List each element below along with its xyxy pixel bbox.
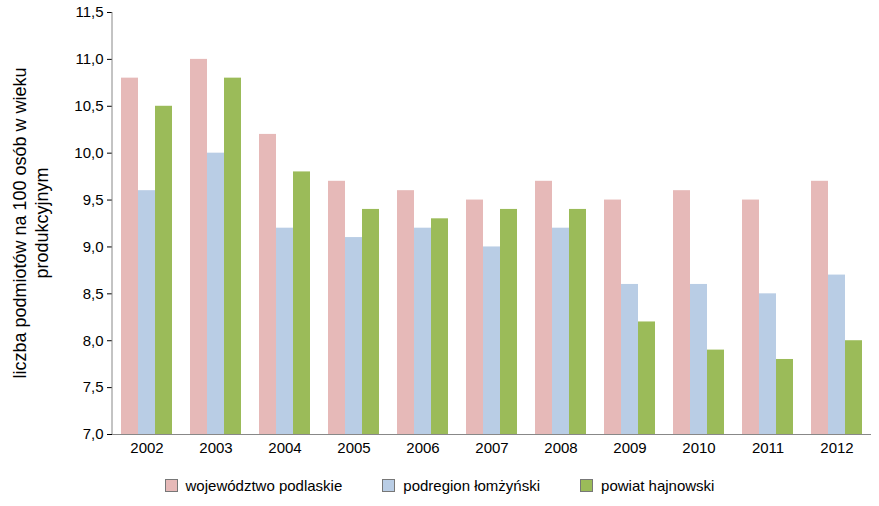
svg-text:2005: 2005 xyxy=(337,439,370,456)
svg-text:2010: 2010 xyxy=(682,439,715,456)
svg-text:10,0: 10,0 xyxy=(74,144,103,161)
svg-text:7,0: 7,0 xyxy=(83,425,104,442)
svg-text:2007: 2007 xyxy=(475,439,508,456)
html-text:województwo podlaskie: województwo podlaskie xyxy=(185,476,343,494)
svg-text:2009: 2009 xyxy=(613,439,646,456)
svg-text:7,5: 7,5 xyxy=(83,378,104,395)
svg-text:10,5: 10,5 xyxy=(74,97,103,114)
svg-text:2012: 2012 xyxy=(820,439,853,456)
svg-text:9,5: 9,5 xyxy=(83,191,104,208)
svg-text:8,0: 8,0 xyxy=(83,332,104,349)
html-text:powiat hajnowski: powiat hajnowski xyxy=(601,476,715,494)
svg-text:2011: 2011 xyxy=(752,439,784,456)
svg-text:9,0: 9,0 xyxy=(83,238,104,255)
svg-text:2002: 2002 xyxy=(130,439,163,456)
svg-text:liczba podmiotów na 100 osób w: liczba podmiotów na 100 osób w wiekuprod… xyxy=(10,67,52,378)
svg-text:2003: 2003 xyxy=(199,439,232,456)
svg-text:2004: 2004 xyxy=(268,439,301,456)
html-text:podregion łomżyński: podregion łomżyński xyxy=(403,476,540,494)
svg-text:11,0: 11,0 xyxy=(75,50,103,67)
svg-text:11,5: 11,5 xyxy=(75,3,103,20)
svg-text:2008: 2008 xyxy=(544,439,577,456)
svg-text:8,5: 8,5 xyxy=(83,285,104,302)
svg-text:2006: 2006 xyxy=(406,439,439,456)
